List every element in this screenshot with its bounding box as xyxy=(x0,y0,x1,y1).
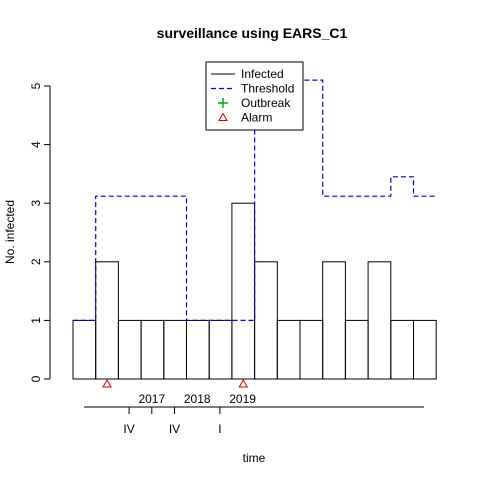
chart-title: surveillance using EARS_C1 xyxy=(157,25,348,41)
legend-box xyxy=(205,61,304,131)
legend-swatch-alarm xyxy=(218,112,228,121)
bar xyxy=(344,319,369,380)
legend-label: Alarm xyxy=(241,111,272,125)
time-minor-label: IV xyxy=(169,422,180,436)
bar xyxy=(72,319,97,380)
time-major-label: 2019 xyxy=(229,392,256,406)
time-axis: 2017 2018 2019 IV IV I xyxy=(84,392,424,436)
bar xyxy=(117,319,142,380)
y-axis: 0 1 2 3 4 5 xyxy=(29,82,51,382)
bar xyxy=(208,319,233,380)
alarm-marker xyxy=(102,378,112,388)
y-tick-label: 0 xyxy=(29,375,43,382)
time-minor-label: IV xyxy=(123,422,134,436)
bar xyxy=(186,319,210,380)
bar xyxy=(231,202,256,380)
bar xyxy=(163,319,188,380)
y-tick-label: 2 xyxy=(29,258,43,265)
legend-label: Infected xyxy=(241,67,284,81)
bar xyxy=(322,261,346,380)
bar xyxy=(299,319,324,380)
x-axis-label: time xyxy=(243,451,266,465)
legend-label: Outbreak xyxy=(241,96,291,110)
bar xyxy=(254,261,278,380)
y-tick-label: 3 xyxy=(29,200,43,207)
bar xyxy=(95,261,119,380)
alarm-marker xyxy=(238,378,249,388)
bar xyxy=(367,261,392,380)
y-tick-label: 4 xyxy=(29,141,43,148)
legend-label: Threshold xyxy=(241,82,294,96)
time-major-label: 2018 xyxy=(184,392,211,406)
y-axis-label: No. infected xyxy=(3,200,17,264)
y-tick-label: 1 xyxy=(29,317,43,324)
time-major-label: 2017 xyxy=(138,392,165,406)
bar xyxy=(276,319,301,380)
y-tick-label: 5 xyxy=(29,82,43,89)
legend-swatch-outbreak xyxy=(218,98,228,108)
bar xyxy=(390,319,414,380)
alarms xyxy=(102,378,249,388)
bar xyxy=(140,319,165,380)
time-minor-label: I xyxy=(218,422,221,436)
bar xyxy=(413,319,437,380)
